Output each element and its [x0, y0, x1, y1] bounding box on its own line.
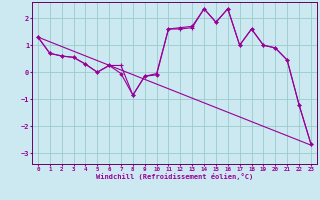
X-axis label: Windchill (Refroidissement éolien,°C): Windchill (Refroidissement éolien,°C)	[96, 173, 253, 180]
